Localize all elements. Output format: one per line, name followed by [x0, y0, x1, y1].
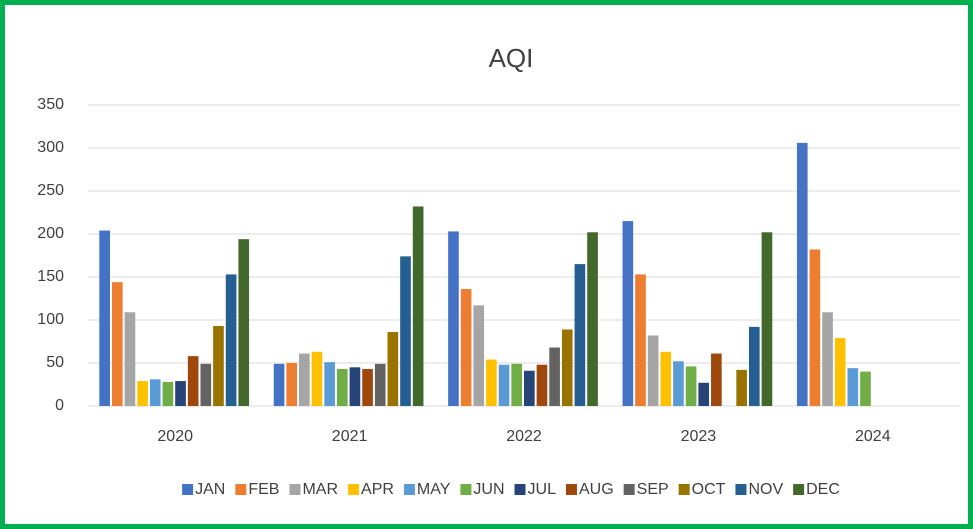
legend-label: JUL — [528, 481, 557, 498]
bar — [412, 206, 424, 406]
legend-label: DEC — [806, 481, 840, 498]
legend-label: JUN — [473, 481, 504, 498]
bar — [574, 264, 586, 406]
y-tick-label: 350 — [37, 96, 64, 113]
legend-label: NOV — [748, 481, 783, 498]
bar — [225, 274, 237, 406]
bar — [124, 312, 136, 406]
legend-label: APR — [361, 481, 394, 498]
bar — [549, 347, 560, 406]
chart-title: AQI — [489, 43, 534, 73]
bar — [698, 382, 710, 406]
bar — [374, 363, 386, 406]
y-tick-label: 50 — [46, 354, 64, 371]
bar — [387, 332, 399, 406]
x-tick-label: 2024 — [855, 428, 891, 445]
bar — [238, 239, 250, 406]
legend-swatch — [348, 484, 360, 495]
bar — [635, 274, 646, 406]
bar — [175, 381, 186, 406]
bar — [448, 231, 459, 406]
bar — [473, 305, 485, 406]
x-tick-label: 2022 — [506, 428, 542, 445]
legend-swatch — [623, 484, 635, 495]
y-tick-label: 200 — [37, 225, 64, 242]
y-tick-label: 150 — [37, 268, 64, 285]
legend-swatch — [735, 484, 747, 495]
bar — [187, 356, 199, 406]
legend-swatch — [289, 484, 301, 495]
legend-swatch — [182, 484, 194, 495]
bar — [498, 364, 510, 406]
bar — [149, 379, 161, 406]
legend-swatch — [565, 484, 577, 495]
bar — [736, 369, 747, 406]
bar — [847, 368, 859, 406]
bar — [200, 363, 212, 406]
legend-label: SEP — [637, 481, 669, 498]
legend-swatch — [793, 484, 805, 495]
bar — [362, 369, 373, 406]
bar — [299, 353, 310, 406]
bar — [622, 221, 634, 406]
bar — [486, 359, 497, 406]
y-tick-label: 0 — [55, 397, 64, 414]
y-tick-label: 300 — [37, 139, 64, 156]
bar — [761, 232, 773, 406]
bar — [460, 289, 472, 406]
bar — [311, 351, 323, 406]
legend-label: JAN — [195, 481, 225, 498]
x-tick-label: 2023 — [681, 428, 717, 445]
legend-swatch — [514, 484, 526, 495]
bar — [286, 363, 298, 406]
legend-swatch — [678, 484, 690, 495]
y-tick-label: 100 — [37, 311, 64, 328]
bar — [162, 381, 174, 406]
bar — [860, 371, 871, 406]
legend-label: MAY — [417, 481, 451, 498]
bar — [673, 361, 684, 406]
bar — [536, 364, 548, 406]
bar — [99, 230, 110, 406]
legend-label: AUG — [579, 481, 614, 498]
legend-label: OCT — [692, 481, 726, 498]
bar — [660, 351, 672, 406]
bar — [685, 366, 697, 406]
bar — [796, 142, 808, 406]
y-tick-label: 250 — [37, 182, 64, 199]
x-tick-label: 2020 — [157, 428, 193, 445]
legend-swatch — [403, 484, 415, 495]
bar — [834, 338, 846, 406]
bar — [711, 353, 722, 406]
legend-swatch — [460, 484, 472, 495]
bar — [587, 232, 598, 406]
bar — [748, 326, 760, 406]
bar — [561, 329, 573, 406]
bar — [809, 249, 821, 406]
legend-label: MAR — [302, 481, 338, 498]
bar — [137, 381, 148, 406]
bar — [273, 363, 285, 406]
bar — [822, 312, 833, 406]
legend-label: FEB — [248, 481, 279, 498]
bar — [213, 326, 224, 406]
bar — [336, 369, 348, 406]
bar — [647, 335, 659, 406]
legend-swatch — [235, 484, 247, 495]
x-tick-label: 2021 — [332, 428, 368, 445]
bar — [524, 370, 535, 406]
bar — [111, 282, 123, 406]
bar — [324, 362, 335, 406]
bar — [349, 367, 361, 406]
bar — [400, 256, 411, 406]
bar — [511, 363, 522, 406]
